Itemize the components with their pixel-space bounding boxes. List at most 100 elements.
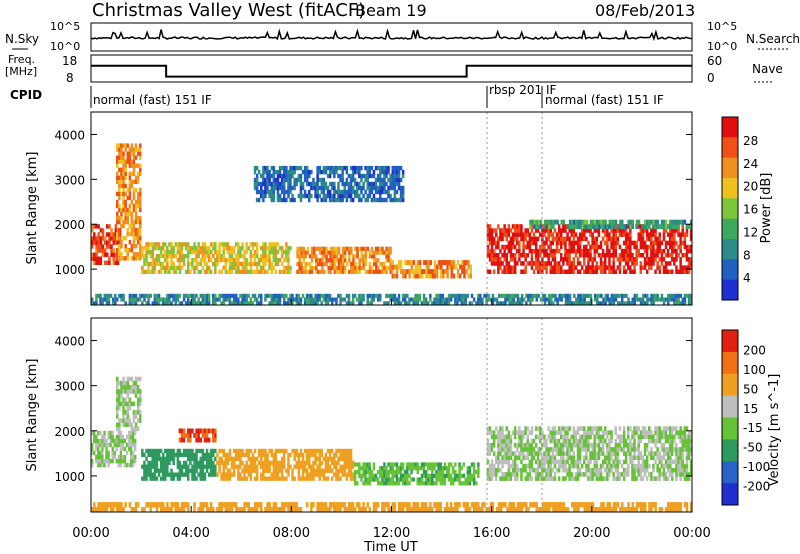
power-cell bbox=[333, 193, 336, 199]
power-cell bbox=[264, 261, 267, 267]
power-cell bbox=[97, 248, 100, 253]
power-cell bbox=[239, 250, 242, 255]
velocity-cell bbox=[429, 477, 432, 482]
velocity-cell bbox=[547, 459, 550, 465]
velocity-cell bbox=[562, 434, 565, 440]
power-cell bbox=[95, 301, 98, 306]
velocity-cell bbox=[486, 430, 490, 435]
velocity-cell bbox=[245, 468, 248, 473]
power-cell bbox=[423, 260, 426, 265]
power-cell bbox=[673, 297, 676, 302]
velocity-cell bbox=[507, 451, 511, 456]
velocity-cell bbox=[470, 477, 474, 482]
power-cell bbox=[555, 248, 559, 254]
power-cell bbox=[446, 269, 449, 274]
velocity-cell bbox=[260, 476, 263, 481]
velocity-cell bbox=[331, 468, 334, 473]
power-cell bbox=[650, 257, 653, 262]
power-cell bbox=[393, 169, 397, 175]
power-cell bbox=[339, 165, 342, 171]
power-cell bbox=[143, 246, 146, 251]
velocity-cell bbox=[270, 452, 273, 458]
velocity-cell bbox=[568, 455, 571, 460]
power-cell bbox=[618, 261, 622, 266]
power-cell bbox=[345, 189, 349, 195]
power-cell bbox=[124, 167, 127, 172]
power-cell bbox=[228, 297, 232, 302]
velocity-cell bbox=[601, 451, 605, 456]
power-cell bbox=[195, 265, 198, 270]
power-cell bbox=[612, 261, 615, 266]
power-cell bbox=[268, 177, 271, 183]
power-cell bbox=[118, 159, 121, 164]
velocity-cell bbox=[635, 455, 638, 460]
power-cell bbox=[95, 224, 98, 229]
velocity-cell bbox=[218, 468, 221, 473]
velocity-cell bbox=[295, 460, 298, 465]
power-cell bbox=[327, 258, 330, 263]
power-cell bbox=[650, 301, 653, 306]
power-cell bbox=[224, 242, 228, 247]
power-cell bbox=[501, 244, 504, 250]
power-cell bbox=[162, 301, 165, 306]
power-cell bbox=[650, 297, 653, 302]
power-cell bbox=[504, 293, 507, 298]
power-cell bbox=[401, 185, 405, 191]
power-cell bbox=[433, 273, 437, 279]
velocity-cell bbox=[358, 473, 361, 478]
velocity-cell bbox=[587, 476, 590, 481]
power-cell bbox=[641, 236, 645, 242]
power-cell bbox=[191, 293, 194, 298]
power-cell bbox=[583, 224, 586, 230]
power-cell bbox=[490, 236, 494, 242]
power-cell bbox=[122, 223, 125, 229]
velocity-cell bbox=[566, 472, 569, 477]
velocity-cell bbox=[492, 442, 496, 448]
power-cell bbox=[128, 175, 132, 180]
velocity-cell bbox=[606, 472, 609, 477]
power-cell bbox=[333, 165, 336, 171]
power-cell bbox=[124, 183, 127, 189]
power-cell bbox=[616, 293, 620, 298]
power-cell bbox=[343, 185, 346, 191]
velocity-cell bbox=[562, 467, 565, 473]
power-cell bbox=[122, 256, 125, 261]
power-cell bbox=[201, 293, 205, 298]
power-cell bbox=[297, 301, 301, 306]
power-cell bbox=[139, 163, 142, 168]
power-cell bbox=[283, 293, 286, 298]
velocity-cell bbox=[127, 438, 131, 444]
power-cell bbox=[283, 301, 286, 306]
power-cell bbox=[495, 301, 499, 306]
velocity-cell bbox=[295, 452, 298, 458]
velocity-cell bbox=[490, 467, 494, 473]
power-cell bbox=[327, 250, 330, 255]
power-cell bbox=[341, 262, 345, 267]
velocity-cell bbox=[99, 430, 102, 436]
power-cell bbox=[351, 301, 355, 306]
power-cell bbox=[442, 269, 445, 274]
velocity-cell bbox=[466, 477, 470, 482]
velocity-cell bbox=[418, 481, 422, 486]
power-cell bbox=[132, 171, 136, 176]
velocity-cell bbox=[91, 446, 94, 452]
power-cell bbox=[639, 244, 643, 250]
power-cell bbox=[452, 264, 456, 270]
velocity-cell bbox=[257, 448, 261, 454]
velocity-cell bbox=[618, 447, 622, 452]
power-cell bbox=[339, 189, 342, 195]
power-cell bbox=[343, 181, 346, 187]
power-cell bbox=[689, 293, 693, 298]
power-cell bbox=[683, 240, 687, 246]
power-cell bbox=[99, 297, 102, 302]
power-cell bbox=[314, 293, 317, 298]
power-cell bbox=[509, 236, 513, 242]
power-cell bbox=[170, 242, 173, 247]
power-cell bbox=[132, 179, 136, 184]
velocity-cell bbox=[466, 469, 470, 475]
power-cell bbox=[285, 197, 288, 203]
power-cell bbox=[128, 147, 132, 152]
power-cell bbox=[287, 265, 290, 270]
power-cell bbox=[490, 240, 494, 246]
power-cell bbox=[112, 252, 115, 257]
